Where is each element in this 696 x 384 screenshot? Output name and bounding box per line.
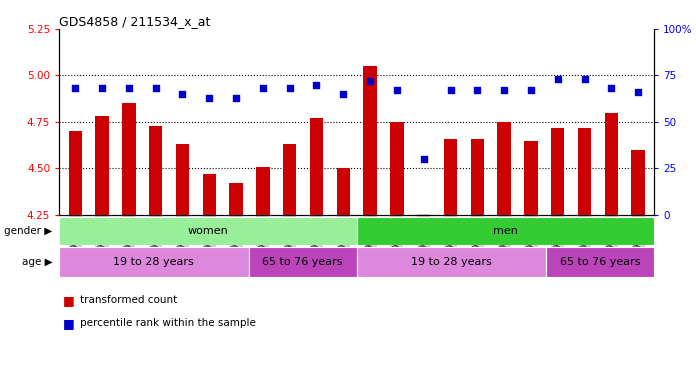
Bar bbox=[524, 141, 537, 215]
Text: ■: ■ bbox=[63, 317, 74, 330]
Point bbox=[418, 156, 429, 162]
Bar bbox=[68, 131, 82, 215]
Bar bbox=[59, 217, 357, 245]
Text: 19 to 28 years: 19 to 28 years bbox=[411, 257, 492, 267]
Point bbox=[177, 91, 188, 97]
Text: 19 to 28 years: 19 to 28 years bbox=[113, 257, 194, 267]
Text: age ▶: age ▶ bbox=[22, 257, 52, 267]
Text: gender ▶: gender ▶ bbox=[4, 226, 52, 236]
Point bbox=[258, 85, 269, 91]
Bar bbox=[95, 116, 109, 215]
Bar bbox=[357, 217, 654, 245]
Text: women: women bbox=[187, 226, 228, 236]
Point bbox=[123, 85, 134, 91]
Bar bbox=[176, 144, 189, 215]
Text: 65 to 76 years: 65 to 76 years bbox=[262, 257, 343, 267]
Text: men: men bbox=[493, 226, 518, 236]
Point bbox=[498, 87, 509, 93]
Bar bbox=[283, 144, 296, 215]
Point bbox=[391, 87, 402, 93]
Text: transformed count: transformed count bbox=[80, 295, 177, 305]
Point bbox=[97, 85, 108, 91]
Point bbox=[338, 91, 349, 97]
Bar bbox=[256, 167, 269, 215]
Bar bbox=[122, 103, 136, 215]
Point bbox=[472, 87, 483, 93]
Bar bbox=[631, 150, 645, 215]
Bar bbox=[470, 139, 484, 215]
Bar bbox=[59, 247, 248, 277]
Point bbox=[633, 89, 644, 95]
Point bbox=[70, 85, 81, 91]
Bar bbox=[363, 66, 377, 215]
Bar bbox=[551, 127, 564, 215]
Point bbox=[150, 85, 161, 91]
Point bbox=[552, 76, 563, 82]
Bar bbox=[310, 118, 323, 215]
Bar bbox=[357, 247, 546, 277]
Point bbox=[579, 76, 590, 82]
Point bbox=[311, 81, 322, 88]
Point bbox=[606, 85, 617, 91]
Text: ■: ■ bbox=[63, 294, 74, 307]
Bar bbox=[203, 174, 216, 215]
Point bbox=[230, 94, 242, 101]
Point bbox=[284, 85, 295, 91]
Bar bbox=[390, 122, 404, 215]
Text: percentile rank within the sample: percentile rank within the sample bbox=[80, 318, 256, 328]
Bar bbox=[149, 126, 162, 215]
Point bbox=[445, 87, 456, 93]
Bar bbox=[605, 113, 618, 215]
Text: GDS4858 / 211534_x_at: GDS4858 / 211534_x_at bbox=[59, 15, 210, 28]
Bar bbox=[498, 122, 511, 215]
Bar bbox=[578, 127, 591, 215]
Bar bbox=[546, 247, 654, 277]
Bar bbox=[337, 169, 350, 215]
Bar bbox=[444, 139, 457, 215]
Bar bbox=[230, 184, 243, 215]
Point bbox=[525, 87, 537, 93]
Bar bbox=[248, 247, 356, 277]
Point bbox=[365, 78, 376, 84]
Point bbox=[204, 94, 215, 101]
Text: 65 to 76 years: 65 to 76 years bbox=[560, 257, 640, 267]
